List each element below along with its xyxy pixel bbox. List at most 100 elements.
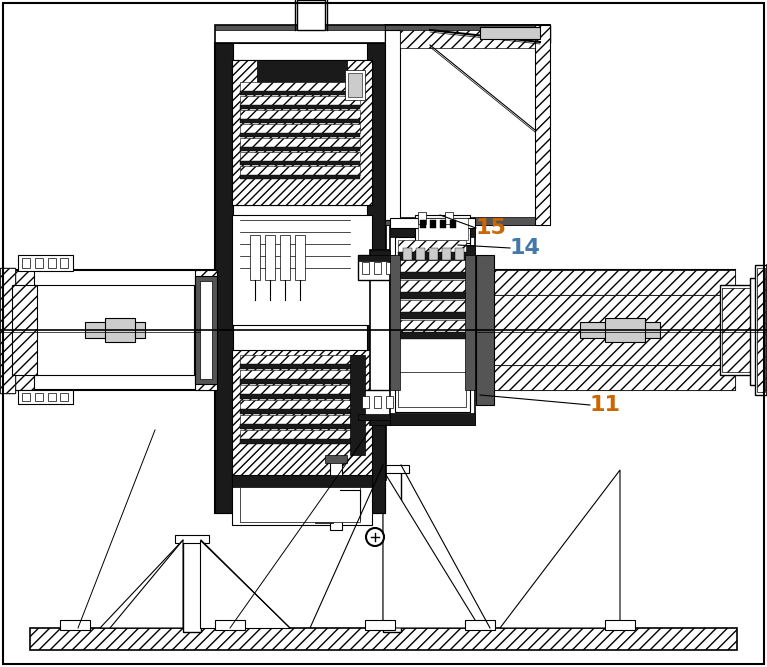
Bar <box>240 138 360 147</box>
Bar <box>215 25 550 30</box>
Bar <box>240 124 360 133</box>
Bar <box>475 270 735 295</box>
Bar <box>757 268 765 392</box>
Bar <box>362 262 369 274</box>
Bar <box>0 268 15 393</box>
Bar <box>418 212 426 224</box>
Bar <box>386 396 393 408</box>
Bar <box>395 237 470 412</box>
Bar <box>240 152 360 161</box>
Bar <box>232 475 372 487</box>
Bar <box>48 393 56 401</box>
Bar <box>374 396 381 408</box>
Bar <box>240 364 360 369</box>
Polygon shape <box>383 470 480 628</box>
Bar <box>416 248 425 260</box>
Bar <box>398 280 466 292</box>
Bar <box>215 43 385 513</box>
Bar <box>240 147 360 151</box>
Bar <box>398 372 466 407</box>
Bar <box>257 60 347 82</box>
Bar <box>358 414 402 420</box>
Bar <box>418 218 468 240</box>
Bar <box>385 217 550 225</box>
Bar <box>280 235 290 280</box>
Bar <box>240 370 360 379</box>
Bar <box>358 255 402 280</box>
Bar <box>240 110 360 119</box>
Bar <box>390 218 475 228</box>
Bar <box>297 0 325 30</box>
Bar <box>34 285 194 375</box>
Bar <box>232 60 372 205</box>
Bar <box>60 258 68 268</box>
Text: 14: 14 <box>510 238 541 258</box>
Bar <box>490 295 725 365</box>
Bar <box>580 322 660 338</box>
Bar <box>475 365 735 390</box>
Bar <box>240 91 360 95</box>
Bar <box>398 252 466 259</box>
Bar <box>18 255 73 271</box>
Bar <box>365 620 395 630</box>
Bar <box>398 272 466 279</box>
Bar <box>240 82 360 91</box>
Bar <box>476 255 494 405</box>
Bar <box>350 355 365 455</box>
Bar <box>475 270 735 390</box>
Bar <box>345 70 365 100</box>
Bar <box>390 255 400 390</box>
Bar <box>265 235 275 280</box>
Text: 11: 11 <box>590 395 621 415</box>
Bar <box>403 248 412 260</box>
Bar <box>240 133 360 137</box>
Bar <box>35 258 43 268</box>
Bar <box>240 119 360 123</box>
Polygon shape <box>100 540 183 628</box>
Bar <box>215 25 550 43</box>
Bar <box>490 295 725 365</box>
Bar <box>12 270 34 390</box>
Bar <box>755 265 767 395</box>
Bar <box>750 278 767 385</box>
Bar <box>60 620 90 630</box>
Bar <box>370 250 390 425</box>
Bar <box>240 415 360 424</box>
Bar <box>325 455 347 463</box>
Bar <box>240 166 360 175</box>
Bar <box>465 255 475 390</box>
Bar <box>240 105 360 109</box>
Bar <box>385 25 550 30</box>
Bar <box>22 258 30 268</box>
Bar <box>240 379 360 384</box>
Bar <box>398 300 466 312</box>
Bar <box>240 430 360 439</box>
Bar <box>370 250 390 258</box>
Bar <box>200 281 212 379</box>
Text: 15: 15 <box>476 218 507 238</box>
Bar <box>195 270 217 390</box>
Bar <box>318 500 330 518</box>
Bar <box>398 320 466 332</box>
Bar <box>374 262 381 274</box>
Bar <box>398 260 466 272</box>
Bar <box>720 285 760 375</box>
Bar <box>358 255 402 261</box>
Bar <box>605 318 645 342</box>
Bar <box>183 540 201 632</box>
Bar <box>232 60 372 205</box>
Bar <box>385 30 400 220</box>
Bar <box>398 312 466 319</box>
Bar <box>415 215 470 243</box>
Bar <box>12 285 37 375</box>
Bar <box>367 43 385 513</box>
Bar <box>240 355 360 364</box>
Bar <box>240 424 360 429</box>
Bar <box>12 270 217 390</box>
Bar <box>398 292 466 299</box>
Bar <box>85 322 145 338</box>
Bar <box>295 235 305 280</box>
Bar <box>383 470 401 632</box>
Bar <box>385 25 550 33</box>
Bar <box>232 215 372 325</box>
